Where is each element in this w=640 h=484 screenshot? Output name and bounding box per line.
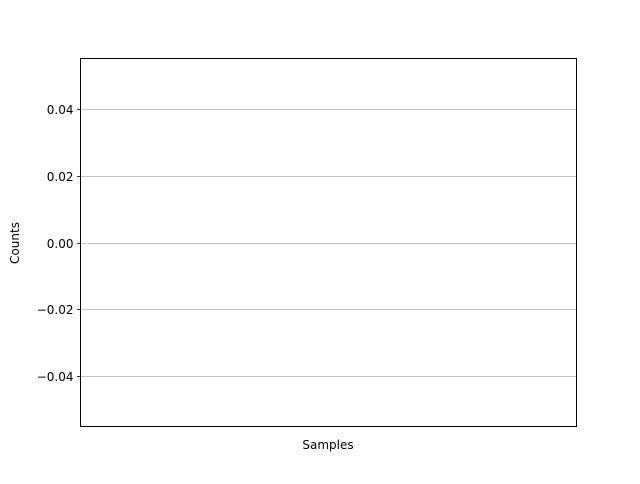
y-tick-label: −0.02 — [37, 303, 74, 317]
grid-lines — [80, 109, 577, 377]
y-tick-label: −0.04 — [37, 370, 74, 384]
y-axis-label: Counts — [8, 222, 22, 264]
plot-frame — [80, 58, 577, 427]
y-tick-label: 0.00 — [47, 237, 74, 251]
y-axis-ticks: 0.04 0.02 0.00 −0.02 −0.04 — [37, 103, 81, 384]
x-axis-label: Samples — [302, 438, 353, 452]
plot-background — [80, 58, 577, 427]
y-tick-label: 0.02 — [47, 170, 74, 184]
y-tick-label: 0.04 — [47, 103, 74, 117]
